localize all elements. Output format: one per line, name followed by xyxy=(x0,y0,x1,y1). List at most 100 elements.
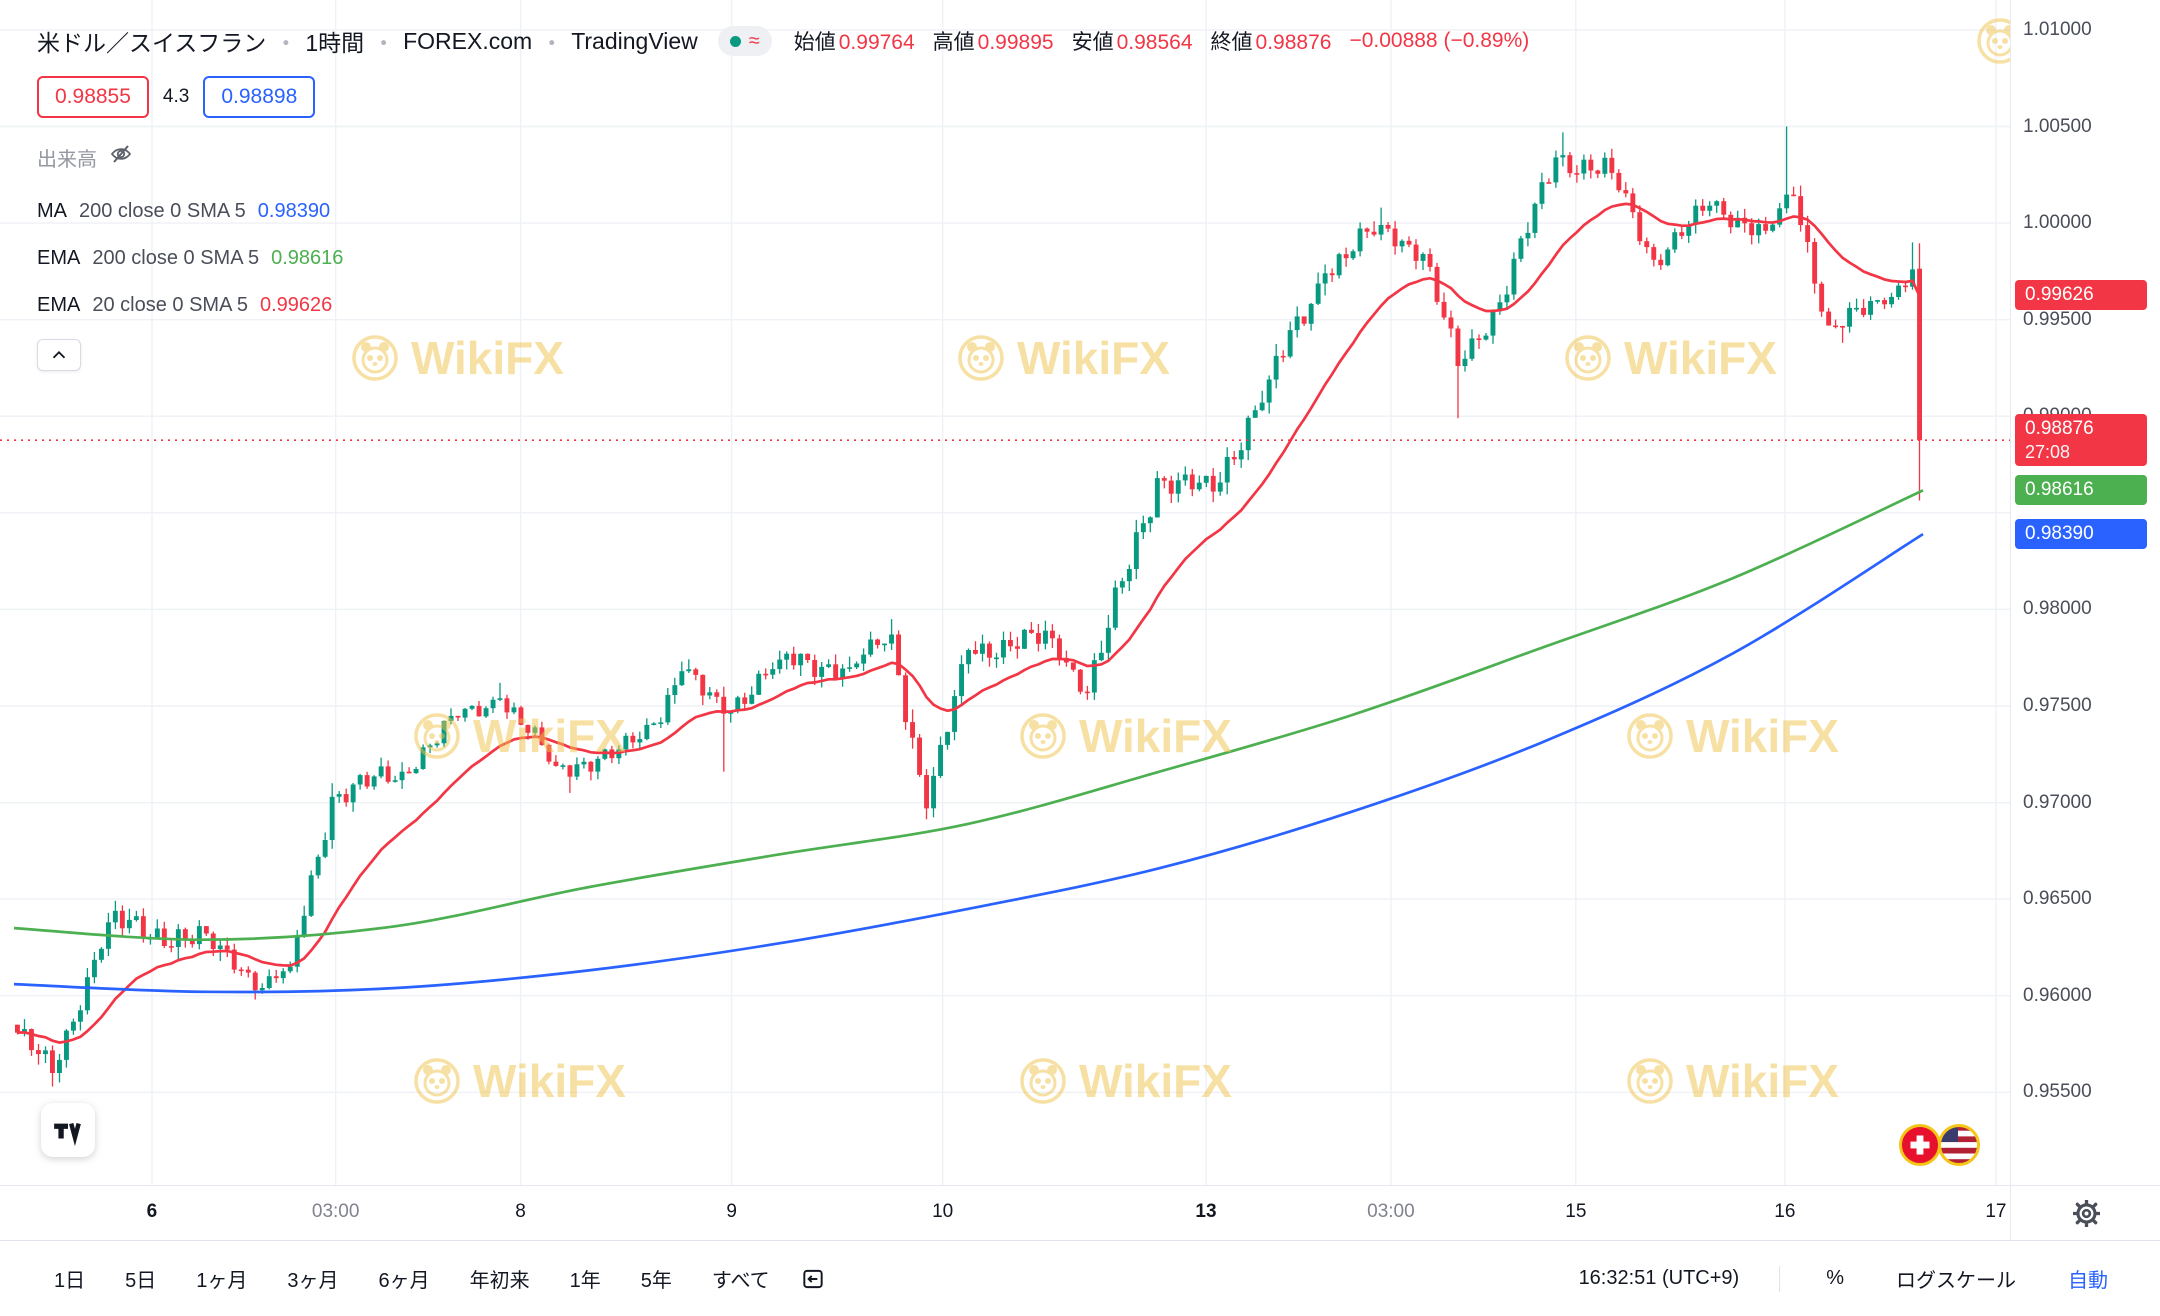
current-price-badge: 0.98876 27:08 xyxy=(2015,414,2147,467)
market-open-dot-icon xyxy=(729,35,741,47)
chevron-up-icon xyxy=(52,350,66,359)
price-tick-label: 0.98000 xyxy=(2023,598,2092,620)
range-button[interactable]: すべて xyxy=(710,1260,772,1297)
volume-label: 出来高 xyxy=(37,148,97,171)
price-tick-label: 1.00500 xyxy=(2023,115,2092,137)
time-tick-label: 15 xyxy=(1565,1201,1587,1222)
indicator-row[interactable]: EMA 200 close 0 SMA 5 0.98616 xyxy=(37,235,1529,282)
title-separator: ・ xyxy=(274,30,298,56)
time-tick-label: 8 xyxy=(515,1201,526,1222)
indicator-value: 0.98616 xyxy=(271,247,344,269)
auto-scale-button[interactable]: 自動 xyxy=(2062,1263,2114,1294)
range-button[interactable]: 年初来 xyxy=(468,1260,532,1297)
chart-header: 米ドル／スイスフラン ・ 1時間 ・ FOREX.com ・ TradingVi… xyxy=(37,24,1529,371)
data-source-label: FOREX.com xyxy=(403,27,533,54)
price-tick-label: 0.97500 xyxy=(2023,694,2092,716)
ohlc-readout: 始値 0.99764 高値 0.99895 安値 0.98564 終値 0.98876 … xyxy=(794,26,1530,56)
percent-scale-button[interactable]: % xyxy=(1820,1266,1850,1291)
range-button[interactable]: 1日 xyxy=(52,1260,87,1297)
price-tick-label: 0.95500 xyxy=(2023,1081,2092,1103)
ma-line-ma-200[interactable] xyxy=(13,532,1924,994)
time-tick-label: 13 xyxy=(1195,1201,1217,1222)
range-button[interactable]: 5日 xyxy=(123,1260,158,1297)
ma-line-ema-200[interactable] xyxy=(13,489,1924,942)
range-button[interactable]: 1ヶ月 xyxy=(194,1260,249,1297)
indicator-name: MA xyxy=(37,200,67,222)
ma-price-badge: 0.99626 xyxy=(2015,280,2147,311)
timeframe-label[interactable]: 1時間 xyxy=(305,30,365,56)
indicator-name: EMA xyxy=(37,247,81,269)
range-button[interactable]: 3ヶ月 xyxy=(285,1260,340,1297)
us-flag-icon xyxy=(1938,1124,1980,1166)
time-tick-label: 10 xyxy=(932,1201,954,1222)
title-separator: ・ xyxy=(372,30,396,56)
indicator-params: 200 close 0 SMA 5 xyxy=(92,247,260,269)
indicator-params: 20 close 0 SMA 5 xyxy=(92,294,248,316)
indicator-value: 0.99626 xyxy=(260,294,333,316)
go-to-date-button[interactable] xyxy=(798,1264,828,1294)
price-tick-label: 1.00000 xyxy=(2023,212,2092,234)
close-label: 終値 xyxy=(1210,31,1253,54)
range-button[interactable]: 5年 xyxy=(639,1260,674,1297)
high-value: 0.99895 xyxy=(977,31,1054,54)
range-button[interactable]: 6ヶ月 xyxy=(377,1260,432,1297)
indicator-name: EMA xyxy=(37,294,81,316)
ma-price-badge: 0.98616 xyxy=(2015,475,2147,506)
indicator-row[interactable]: MA 200 close 0 SMA 5 0.98390 xyxy=(37,188,1529,235)
time-tick-label: 9 xyxy=(726,1201,737,1222)
close-value: 0.98876 xyxy=(1255,31,1332,54)
price-tick-label: 0.96000 xyxy=(2023,984,2092,1006)
buy-price-button[interactable]: 0.98898 xyxy=(203,76,316,118)
market-status-pill[interactable]: ≈ xyxy=(717,26,772,56)
candlestick-chart[interactable] xyxy=(0,0,2010,1185)
platform-label[interactable]: TradingView xyxy=(571,27,698,54)
ma-line-ema-20[interactable] xyxy=(17,202,1921,1044)
time-tick-label: 03:00 xyxy=(311,1201,360,1222)
footer-right-group: 16:32:51 (UTC+9) % ログスケール 自動 xyxy=(1579,1263,2114,1294)
low-label: 安値 xyxy=(1071,31,1114,54)
price-tick-label: 0.97000 xyxy=(2023,791,2092,813)
spread-value: 4.3 xyxy=(162,86,190,107)
visibility-off-icon[interactable] xyxy=(109,142,133,172)
range-buttons: 1日 5日 1ヶ月 3ヶ月 6ヶ月 年初来 1年 5年 すべて xyxy=(52,1260,772,1297)
price-tick-label: 0.96500 xyxy=(2023,888,2092,910)
price-axis[interactable]: 1.010001.005001.000000.995000.990000.980… xyxy=(2010,0,2160,1185)
log-scale-button[interactable]: ログスケール xyxy=(1890,1263,2022,1294)
clock-display[interactable]: 16:32:51 (UTC+9) xyxy=(1578,1267,1740,1289)
open-label: 始値 xyxy=(793,31,836,54)
price-tick-label: 1.01000 xyxy=(2023,18,2092,40)
time-tick-label: 6 xyxy=(146,1201,158,1222)
time-tick-label: 03:00 xyxy=(1367,1201,1415,1222)
time-axis[interactable]: 6 03:00 8 9 10 13 03:00 15 16 17 xyxy=(0,1185,2010,1241)
swiss-flag-icon xyxy=(1899,1124,1941,1166)
tradingview-logo-icon xyxy=(54,1123,81,1146)
low-value: 0.98564 xyxy=(1116,31,1193,54)
collapse-legend-button[interactable] xyxy=(37,339,81,371)
axis-settings-corner[interactable] xyxy=(2010,1185,2160,1241)
indicator-legend: MA 200 close 0 SMA 5 0.98390 EMA 200 clo… xyxy=(37,188,1529,329)
symbol-title-row: 米ドル／スイスフラン ・ 1時間 ・ FOREX.com ・ TradingVi… xyxy=(37,24,1529,58)
high-label: 高値 xyxy=(932,31,975,54)
ma-price-badge: 0.98390 xyxy=(2015,519,2147,549)
volume-row[interactable]: 出来高 xyxy=(37,142,1529,172)
open-value: 0.99764 xyxy=(838,31,915,54)
gridlines xyxy=(0,0,2010,1185)
symbol-name[interactable]: 米ドル／スイスフラン xyxy=(37,30,267,56)
change-value: −0.00888 (−0.89%) xyxy=(1349,29,1530,52)
title-separator: ・ xyxy=(540,30,564,56)
time-tick-label: 16 xyxy=(1774,1201,1796,1222)
tradingview-logo[interactable] xyxy=(41,1103,95,1157)
chart-plot-area[interactable]: WikiFX WikiFX WikiFX WikiFX WikiFX WikiFX Wiki… xyxy=(0,0,2010,1185)
range-button[interactable]: 1年 xyxy=(568,1260,603,1297)
indicator-row[interactable]: EMA 20 close 0 SMA 5 0.99626 xyxy=(37,282,1529,329)
footer-divider xyxy=(1779,1265,1781,1292)
footer-toolbar: 1日 5日 1ヶ月 3ヶ月 6ヶ月 年初来 1年 5年 すべて 16:32:51 (UTC+9)… xyxy=(0,1240,2160,1316)
gear-icon[interactable] xyxy=(2072,1200,2100,1227)
indicator-value: 0.98390 xyxy=(257,200,331,222)
time-tick-label: 17 xyxy=(1985,1201,2007,1222)
indicator-params: 200 close 0 SMA 5 xyxy=(79,200,246,222)
price-tick-label: 0.99500 xyxy=(2023,308,2092,330)
go-to-date-icon xyxy=(803,1269,823,1288)
sell-price-button[interactable]: 0.98855 xyxy=(37,76,149,118)
